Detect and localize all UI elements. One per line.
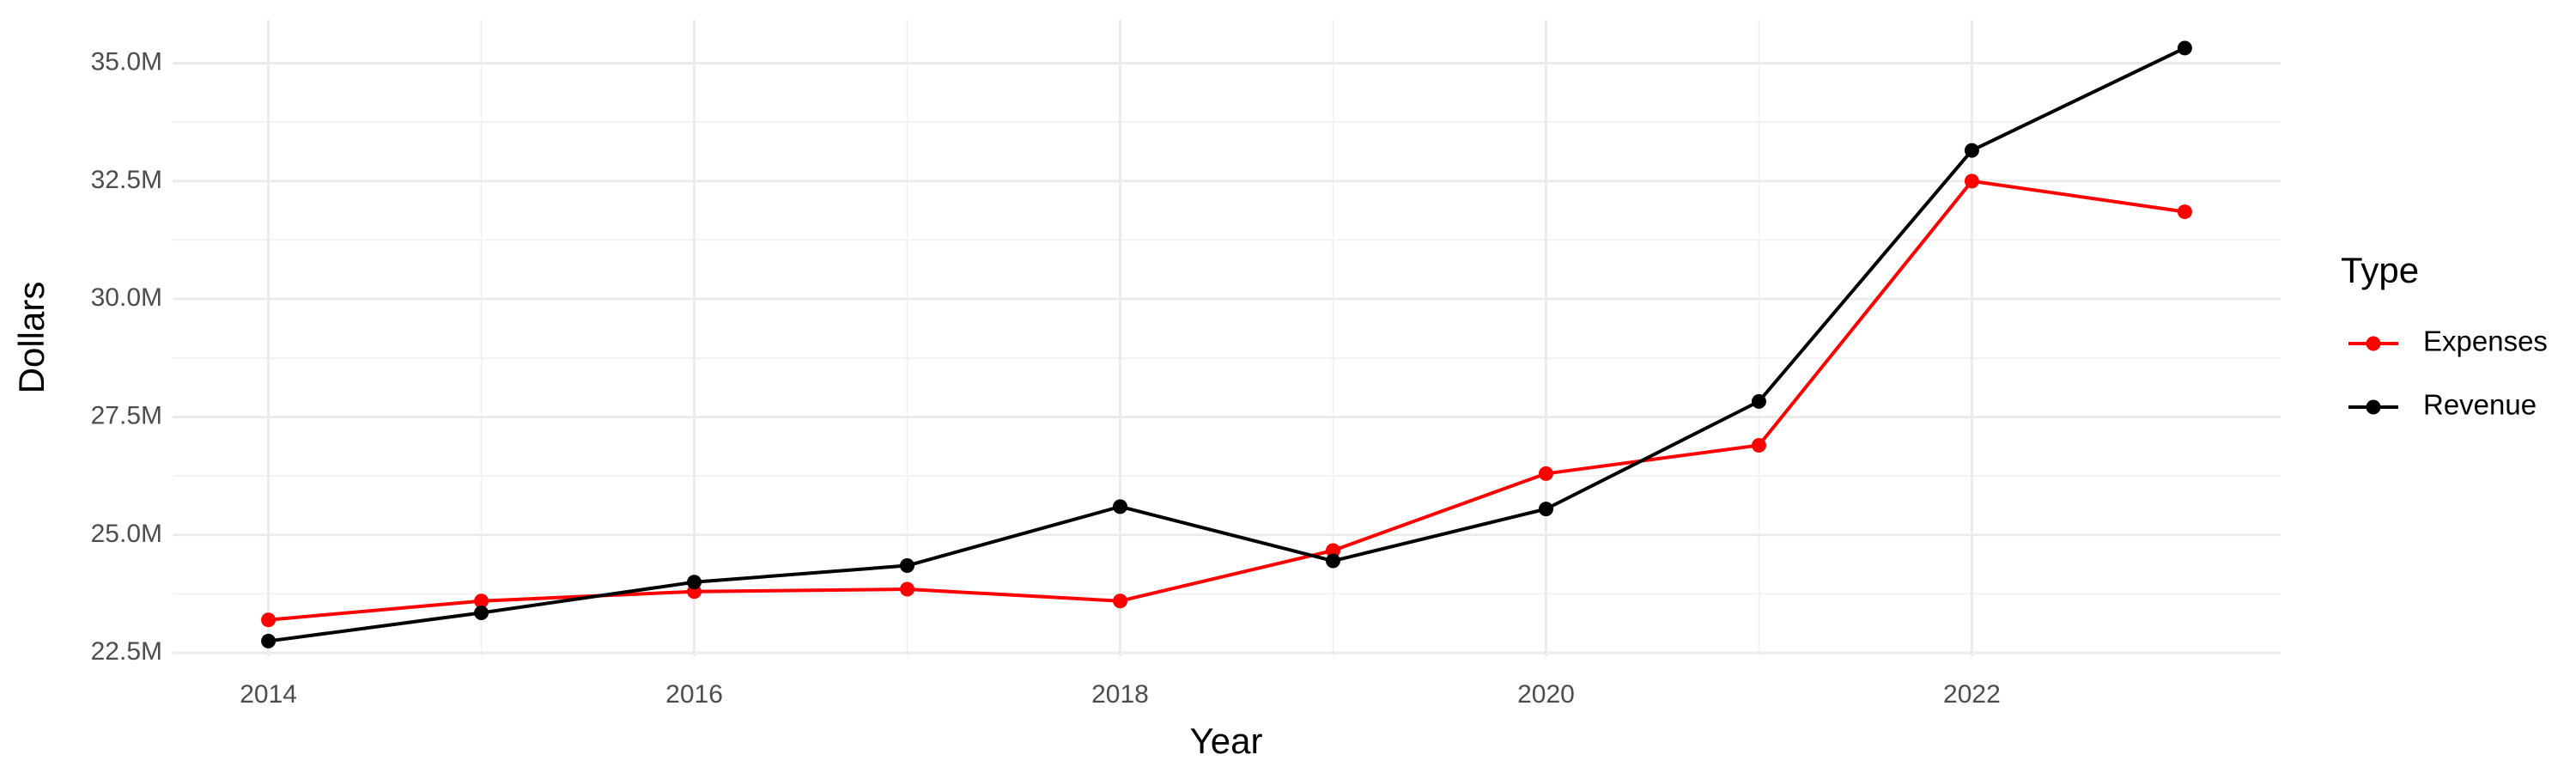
legend: Expenses Revenue — [2348, 326, 2548, 421]
x-tick-label: 2014 — [240, 680, 297, 709]
point — [1751, 393, 1766, 409]
series — [261, 173, 2192, 628]
y-tick-label: 25.0M — [91, 520, 162, 548]
x-tick-label: 2020 — [1517, 680, 1575, 709]
point — [1964, 173, 1979, 189]
line — [268, 46, 2186, 643]
point — [474, 593, 489, 609]
y-tick-label: 35.0M — [91, 47, 162, 76]
point — [2177, 204, 2192, 220]
x-tick-label: 2016 — [665, 680, 723, 709]
legend-marker — [2366, 399, 2381, 415]
legend-label: Revenue — [2423, 389, 2537, 421]
point — [1538, 502, 1553, 517]
point — [687, 575, 702, 590]
y-tick-label: 32.5M — [91, 166, 162, 194]
legend-label: Expenses — [2423, 326, 2548, 357]
point — [900, 581, 915, 597]
point — [1538, 466, 1553, 481]
series — [261, 40, 2192, 648]
grid — [173, 20, 2281, 656]
x-axis-title: Year — [1190, 721, 1263, 761]
y-tick-label: 22.5M — [91, 637, 162, 666]
point — [1113, 499, 1128, 514]
point — [1751, 437, 1766, 453]
point — [1325, 543, 1340, 558]
y-tick-label: 27.5M — [91, 401, 162, 429]
x-tick-label: 2018 — [1091, 680, 1149, 709]
point — [1964, 143, 1979, 158]
point — [900, 558, 915, 574]
y-axis-title: Dollars — [11, 282, 52, 394]
legend-title: Type — [2341, 250, 2419, 290]
point — [1325, 553, 1340, 569]
line — [268, 179, 2185, 622]
y-tick-label: 30.0M — [91, 283, 162, 312]
legend-marker — [2366, 336, 2381, 351]
point — [1113, 593, 1128, 609]
point — [261, 612, 276, 628]
point — [474, 605, 489, 620]
x-tick-label: 2022 — [1943, 680, 2001, 709]
point — [2177, 40, 2192, 56]
point — [261, 633, 276, 648]
